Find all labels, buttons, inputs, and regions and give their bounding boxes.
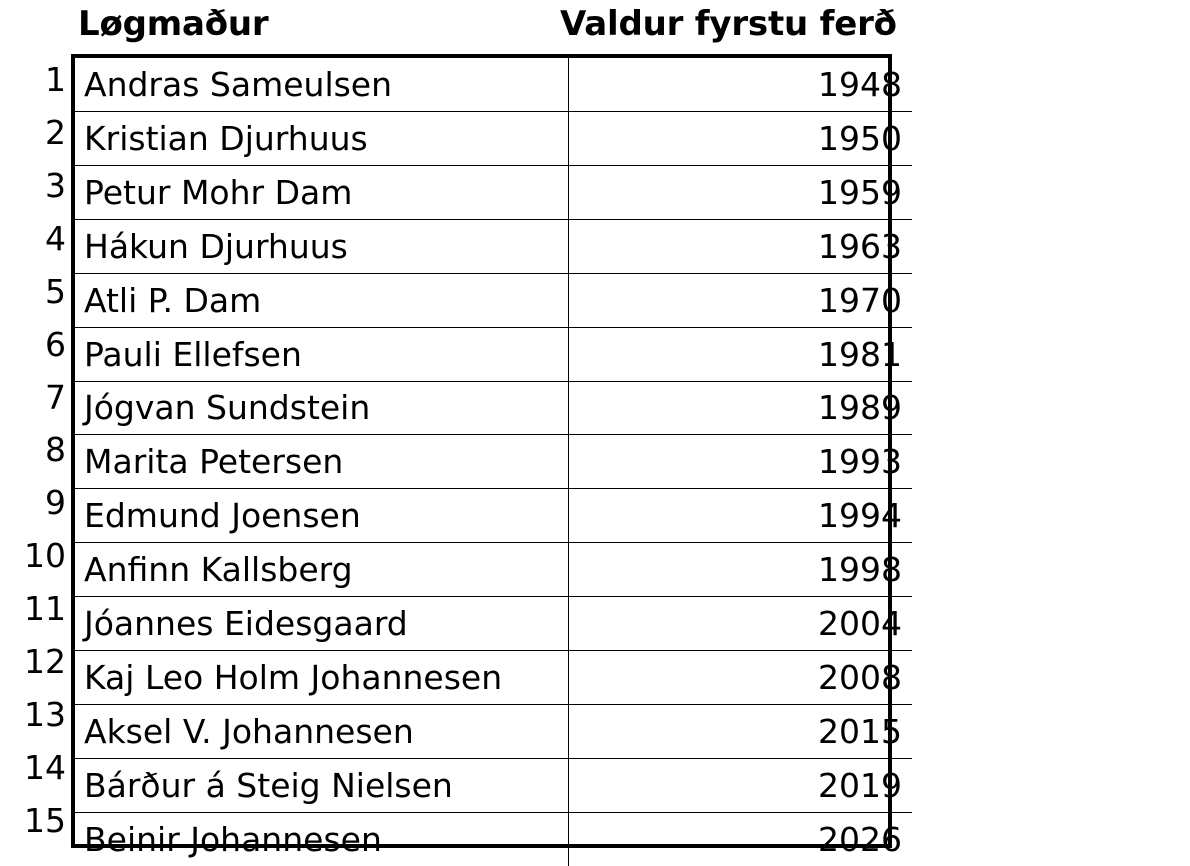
cell-year[interactable]: 2015	[568, 704, 912, 759]
cell-year[interactable]: 1994	[568, 488, 912, 544]
cell-year[interactable]: 1950	[568, 110, 912, 166]
cell-name[interactable]: Atli P. Dam	[75, 272, 569, 328]
cell-name[interactable]: Kaj Leo Holm Johannesen	[75, 650, 569, 706]
cell-name[interactable]: Edmund Joensen	[75, 488, 569, 544]
row-number: 14	[24, 747, 66, 787]
table-row[interactable]: Hákun Djurhuus 1963	[75, 218, 912, 274]
cell-year[interactable]: 1981	[568, 326, 912, 382]
cell-name[interactable]: Hákun Djurhuus	[75, 218, 569, 274]
table-row[interactable]: Kristian Djurhuus 1950	[75, 110, 912, 166]
row-number: 1	[45, 60, 66, 99]
data-table: Andras Sameulsen 1948 Kristian Djurhuus …	[71, 54, 912, 866]
row-number: 8	[45, 430, 66, 470]
row-number: 7	[45, 377, 66, 417]
table-row[interactable]: Aksel V. Johannesen 2015	[75, 704, 912, 759]
column-header-name: Løgmaður	[78, 4, 269, 44]
cell-year[interactable]: 1993	[568, 434, 912, 490]
cell-year[interactable]: 1948	[568, 58, 912, 112]
row-number: 10	[24, 536, 66, 576]
cell-name[interactable]: Jóannes Eidesgaard	[75, 596, 569, 652]
cell-year[interactable]: 2019	[568, 757, 912, 813]
row-number: 11	[24, 589, 66, 629]
cell-year[interactable]: 1970	[568, 272, 912, 328]
table-row[interactable]: Beinir Johannesen 2026	[75, 811, 912, 866]
cell-name[interactable]: Jógvan Sundstein	[75, 380, 569, 436]
table-row[interactable]: Edmund Joensen 1994	[75, 488, 912, 544]
cell-name[interactable]: Pauli Ellefsen	[75, 326, 569, 382]
row-number: 2	[45, 112, 66, 152]
table-header-row: Løgmaður Valdur fyrstu ferð	[0, 0, 1190, 52]
table-row[interactable]: Petur Mohr Dam 1959	[75, 164, 912, 220]
table-row[interactable]: Marita Petersen 1993	[75, 434, 912, 490]
row-number: 15	[24, 800, 66, 840]
cell-year[interactable]: 2026	[568, 811, 912, 866]
cell-year[interactable]: 1989	[568, 380, 912, 436]
cell-name[interactable]: Kristian Djurhuus	[75, 110, 569, 166]
row-number: 12	[24, 642, 66, 682]
table-row[interactable]: Andras Sameulsen 1948	[75, 58, 912, 112]
table-row[interactable]: Kaj Leo Holm Johannesen 2008	[75, 650, 912, 706]
row-number: 6	[45, 324, 66, 364]
cell-name[interactable]: Andras Sameulsen	[75, 58, 569, 112]
column-header-year: Valdur fyrstu ferð	[560, 4, 897, 44]
cell-name[interactable]: Petur Mohr Dam	[75, 164, 569, 220]
row-number: 4	[45, 218, 66, 258]
cell-year[interactable]: 1959	[568, 164, 912, 220]
row-number-gutter: 1 2 3 4 5 6 7 8 9 10 11 12 13 14 15	[0, 54, 70, 848]
row-number: 13	[24, 695, 66, 735]
cell-year[interactable]: 2008	[568, 650, 912, 706]
cell-name[interactable]: Bárður á Steig Nielsen	[75, 757, 569, 813]
cell-year[interactable]: 1998	[568, 542, 912, 598]
table-row[interactable]: Atli P. Dam 1970	[75, 272, 912, 328]
table-row[interactable]: Jóannes Eidesgaard 2004	[75, 596, 912, 652]
row-number: 3	[45, 165, 66, 205]
table-row[interactable]: Pauli Ellefsen 1981	[75, 326, 912, 382]
table-row[interactable]: Jógvan Sundstein 1989	[75, 380, 912, 436]
cell-name[interactable]: Aksel V. Johannesen	[75, 704, 569, 759]
cell-year[interactable]: 1963	[568, 218, 912, 274]
row-number: 5	[45, 271, 66, 311]
table-row[interactable]: Bárður á Steig Nielsen 2019	[75, 757, 912, 813]
table-row[interactable]: Anfinn Kallsberg 1998	[75, 542, 912, 598]
row-number: 9	[45, 483, 66, 523]
cell-name[interactable]: Anfinn Kallsberg	[75, 542, 569, 598]
cell-year[interactable]: 2004	[568, 596, 912, 652]
cell-name[interactable]: Beinir Johannesen	[75, 811, 569, 866]
cell-name[interactable]: Marita Petersen	[75, 434, 569, 490]
